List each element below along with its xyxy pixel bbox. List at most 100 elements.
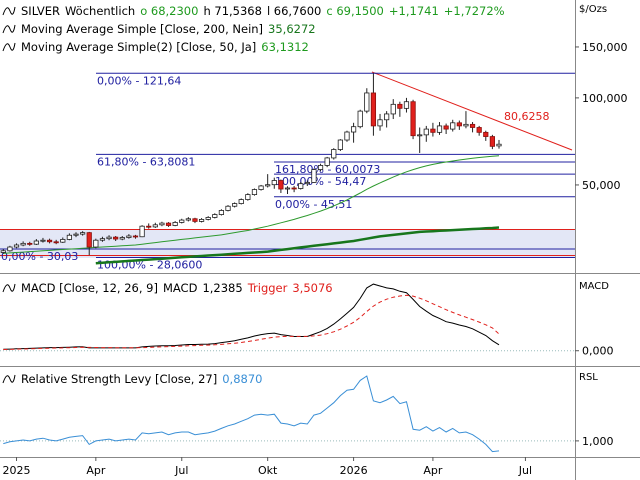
candle-body bbox=[324, 157, 330, 166]
candle-body bbox=[390, 103, 396, 115]
candle-body bbox=[430, 128, 436, 133]
candle-body bbox=[443, 125, 449, 130]
candle-body bbox=[456, 122, 462, 127]
candle-body bbox=[311, 169, 317, 183]
legend-row: Relative Strength Levy [Close, 27] 0,887… bbox=[2, 371, 262, 387]
series-line bbox=[3, 375, 500, 453]
candle-body bbox=[172, 222, 178, 226]
legend-interval: Wöchentlich bbox=[64, 4, 136, 18]
series-line bbox=[3, 294, 500, 350]
candle-body bbox=[0, 250, 6, 253]
candle-body bbox=[483, 131, 489, 137]
candle-body bbox=[40, 239, 46, 242]
legend-series: Moving Average Simple [Close, 200, Nein] bbox=[21, 22, 264, 36]
axis-label: RSL bbox=[579, 372, 598, 383]
candle-body bbox=[417, 134, 423, 137]
candle-body bbox=[146, 225, 152, 228]
fib-label: 161,80% - 60,0073 bbox=[275, 163, 380, 176]
candle-body bbox=[66, 234, 72, 240]
candle-body bbox=[436, 125, 443, 133]
candle-body bbox=[27, 242, 33, 245]
candle-body bbox=[238, 199, 244, 204]
fib-label: 100,00% - 54,47 bbox=[275, 175, 366, 188]
x-tick-label: 2026 bbox=[340, 464, 368, 477]
fib-label: 0,00% - 30,03 bbox=[1, 250, 78, 263]
legend-icon bbox=[2, 42, 16, 52]
legend-icon bbox=[2, 24, 16, 34]
legend-quote: l 66,7600 bbox=[266, 4, 322, 18]
zone bbox=[0, 229, 575, 258]
candle-body bbox=[232, 203, 238, 207]
candle-body bbox=[198, 219, 205, 222]
candle-body bbox=[344, 131, 350, 141]
candle-body bbox=[205, 217, 211, 220]
y-tick-label: 1,000 bbox=[582, 435, 614, 448]
candle-body bbox=[132, 235, 139, 238]
candle-body bbox=[60, 239, 66, 243]
fib-label: 61,80% - 63,8081 bbox=[97, 155, 195, 168]
candle-body bbox=[139, 225, 145, 238]
legend-icon bbox=[2, 374, 16, 384]
y-tick-label: 0,000 bbox=[582, 345, 614, 358]
axis-label: $/Ozs bbox=[579, 4, 607, 15]
candle-body bbox=[377, 119, 383, 127]
candle-body bbox=[370, 92, 377, 127]
candle-body bbox=[119, 237, 125, 240]
legend-row: Moving Average Simple(2) [Close, 50, Ja]… bbox=[2, 39, 309, 55]
candle-body bbox=[403, 101, 410, 109]
candle-body bbox=[357, 110, 363, 128]
x-tick-label: Okt bbox=[258, 464, 278, 477]
candle-body bbox=[331, 149, 337, 159]
legend-value: 1,2385 bbox=[202, 281, 243, 295]
candle-body bbox=[106, 236, 112, 240]
candle-body bbox=[93, 239, 99, 248]
candle-body bbox=[291, 187, 297, 190]
legend-row: Moving Average Simple [Close, 200, Nein]… bbox=[2, 21, 316, 37]
legend-series: MACD bbox=[162, 281, 198, 295]
legend-quote: c 69,1500 bbox=[326, 4, 384, 18]
candle-body bbox=[397, 103, 403, 109]
x-tick-label: Jul bbox=[174, 464, 188, 477]
legend-indicator: MACD [Close, 12, 26, 9] bbox=[21, 281, 158, 295]
series-line bbox=[3, 155, 500, 254]
x-tick-label: Apr bbox=[423, 464, 443, 477]
legend-value: 0,8870 bbox=[222, 372, 263, 386]
axis-label: MACD bbox=[579, 281, 609, 292]
candle-body bbox=[476, 127, 482, 133]
legend-row: SILVER Wöchentlich o 68,2300 h 71,5368 l… bbox=[2, 3, 505, 19]
candle-body bbox=[271, 180, 277, 186]
legend-icon bbox=[2, 6, 16, 16]
legend-icon bbox=[2, 283, 16, 293]
fib-label: 0,00% - 45,51 bbox=[275, 198, 352, 211]
candle-body bbox=[298, 183, 304, 189]
candle-body bbox=[350, 126, 357, 133]
legend-value: 63,1312 bbox=[261, 40, 309, 54]
candle-body bbox=[410, 101, 416, 137]
candle-body bbox=[265, 184, 271, 187]
candle-body bbox=[496, 143, 502, 147]
legend-series: Moving Average Simple(2) [Close, 50, Ja] bbox=[21, 40, 257, 54]
y-tick-label: 100,000 bbox=[582, 92, 628, 105]
candle-body bbox=[245, 194, 251, 200]
x-tick-label: Apr bbox=[86, 464, 106, 477]
candle-body bbox=[20, 242, 26, 246]
candle-body bbox=[278, 180, 284, 190]
candle-body bbox=[7, 246, 13, 252]
y-tick-label: 150,000 bbox=[582, 41, 628, 54]
legend-row: MACD [Close, 12, 26, 9] MACD 1,2385 Trig… bbox=[2, 280, 333, 296]
legend-quote: +1,1741 bbox=[388, 4, 439, 18]
candle-body bbox=[284, 187, 291, 190]
candle-body bbox=[225, 205, 231, 211]
x-tick-label: Jul bbox=[518, 464, 532, 477]
candle-body bbox=[159, 222, 165, 226]
legend-value: 3,5076 bbox=[292, 281, 333, 295]
candle-body bbox=[80, 232, 86, 235]
legend-quote: h 71,5368 bbox=[203, 4, 262, 18]
candle-body bbox=[463, 123, 469, 127]
candle-body bbox=[218, 210, 225, 215]
legend-symbol: SILVER bbox=[21, 4, 60, 18]
candle-body bbox=[317, 165, 324, 170]
candle-body bbox=[251, 189, 258, 195]
candle-body bbox=[304, 182, 310, 185]
